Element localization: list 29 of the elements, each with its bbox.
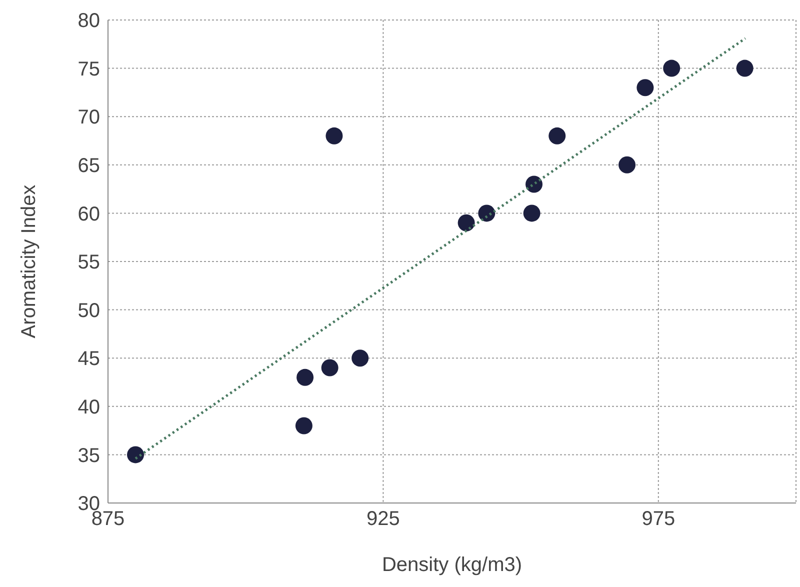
y-tick-label: 65 <box>78 155 100 177</box>
point <box>736 60 754 77</box>
x-axis-title: Density (kg/m3) <box>382 554 522 576</box>
y-axis-title: Aromaticity Index <box>18 184 40 338</box>
y-tick-label: 75 <box>78 58 100 80</box>
point <box>326 127 343 144</box>
y-tick-label: 55 <box>78 252 100 274</box>
y-tick-label: 35 <box>78 444 100 467</box>
y-tick-label: 80 <box>78 10 100 32</box>
point <box>458 214 475 232</box>
y-tick-label: 50 <box>78 300 100 322</box>
point <box>548 127 566 144</box>
point <box>352 350 369 367</box>
y-tick-label: 60 <box>78 203 100 226</box>
y-tick-label: 40 <box>78 396 100 418</box>
point <box>478 204 496 222</box>
point <box>526 176 543 193</box>
x-tick-label: 925 <box>366 508 400 530</box>
point <box>663 60 680 77</box>
point <box>636 79 654 96</box>
y-tick-label: 70 <box>78 106 100 129</box>
x-tick-label: 975 <box>642 508 676 530</box>
point <box>295 417 312 434</box>
point <box>127 446 144 464</box>
point <box>321 359 338 376</box>
point <box>618 156 636 174</box>
point <box>523 204 540 222</box>
y-tick-label: 45 <box>78 348 100 370</box>
point <box>296 368 314 386</box>
